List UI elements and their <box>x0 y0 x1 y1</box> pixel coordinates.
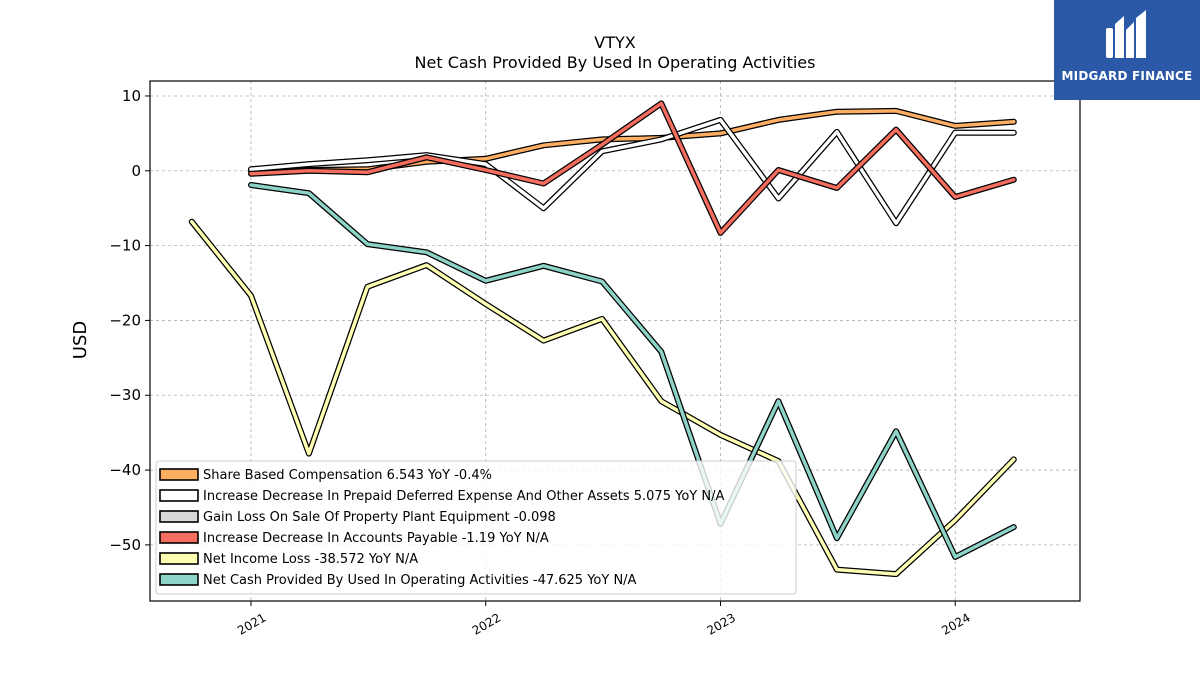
series-lines <box>188 100 1017 578</box>
legend-box <box>155 460 797 595</box>
legend-label: Net Cash Provided By Used In Operating A… <box>203 573 637 588</box>
chart-title: VTYX <box>594 33 635 52</box>
brand-name: MIDGARD FINANCE <box>1061 69 1193 83</box>
y-tick-label: −50 <box>109 536 141 554</box>
legend-swatch <box>159 531 199 544</box>
legend: Share Based Compensation 6.543 YoY -0.4%… <box>155 460 797 595</box>
x-tick-label: 2024 <box>939 610 972 637</box>
legend-swatch <box>159 489 199 502</box>
y-tick-label: −20 <box>109 311 141 329</box>
legend-label: Increase Decrease In Accounts Payable -1… <box>203 531 549 546</box>
plot-frame <box>149 80 1081 602</box>
y-tick-label: −30 <box>109 386 141 404</box>
x-tick-label: 2021 <box>235 610 268 637</box>
series-line <box>249 101 1016 235</box>
legend-label: Net Income Loss -38.572 YoY N/A <box>203 552 418 567</box>
legend-swatch <box>159 573 199 586</box>
series-line <box>190 219 1016 576</box>
legend-swatch <box>159 468 199 481</box>
legend-label: Share Based Compensation 6.543 YoY -0.4% <box>203 468 492 483</box>
legend-label: Increase Decrease In Prepaid Deferred Ex… <box>203 489 724 504</box>
x-tick-label: 2023 <box>705 610 738 637</box>
brand-logo: MIDGARD FINANCE <box>1054 0 1200 100</box>
midgard-logo-icon <box>1106 10 1146 58</box>
y-tick-label: −40 <box>109 461 141 479</box>
y-tick-label: 0 <box>131 162 141 180</box>
y-tick-label: −10 <box>109 237 141 255</box>
chart-subtitle: Net Cash Provided By Used In Operating A… <box>415 53 816 72</box>
x-tick-label: 2022 <box>470 610 503 637</box>
y-axis-label: USD <box>70 321 91 359</box>
legend-swatch <box>159 552 199 565</box>
series-line <box>249 183 1016 559</box>
series-line <box>249 118 1016 225</box>
legend-label: Gain Loss On Sale Of Property Plant Equi… <box>203 510 556 525</box>
legend-swatch <box>159 510 199 523</box>
y-tick-label: 10 <box>122 87 141 105</box>
